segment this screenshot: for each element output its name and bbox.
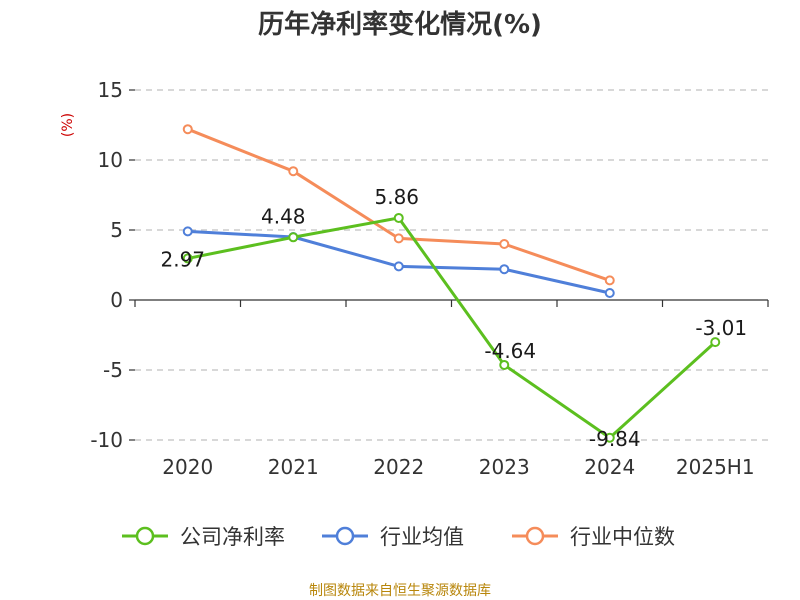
x-tick-label: 2024 <box>584 455 635 479</box>
data-point[interactable] <box>182 253 193 264</box>
data-labels: 2.97 4.48 5.86 -4.64 -9.84 -3.01 <box>160 185 747 451</box>
data-point[interactable] <box>288 232 299 243</box>
series-lines <box>182 124 721 443</box>
x-tick-label: 2022 <box>373 455 424 479</box>
x-tick-label: 2020 <box>162 455 213 479</box>
data-label: -3.01 <box>695 316 747 340</box>
legend[interactable]: 公司净利率 行业均值 行业中位数 <box>122 525 675 549</box>
data-point[interactable] <box>393 212 404 223</box>
data-point[interactable] <box>499 239 510 249</box>
y-axis-ticks: 15 10 5 0 -5 -10 <box>90 78 135 452</box>
data-label: -4.64 <box>484 339 536 363</box>
data-label: 5.86 <box>374 185 419 209</box>
data-label: 4.48 <box>261 204 306 228</box>
y-tick-label: 15 <box>98 78 123 102</box>
y-axis-unit: (%) <box>60 113 76 137</box>
series-line <box>187 216 717 440</box>
data-label: -9.84 <box>589 427 641 451</box>
y-tick-label: 10 <box>98 148 123 172</box>
legend-swatch-marker <box>525 526 545 546</box>
data-point[interactable] <box>182 124 193 135</box>
x-tick-label: 2023 <box>479 455 530 479</box>
y-tick-label: -5 <box>103 358 123 382</box>
source-note: 制图数据来自恒生聚源数据库 <box>309 583 491 599</box>
legend-swatch-marker <box>135 526 155 546</box>
legend-label: 公司净利率 <box>180 525 285 549</box>
data-point[interactable] <box>604 432 615 443</box>
legend-item[interactable]: 行业中位数 <box>512 525 675 549</box>
data-point[interactable] <box>393 261 404 272</box>
data-label: 2.97 <box>160 247 205 271</box>
data-point[interactable] <box>604 275 615 286</box>
y-tick-label: -10 <box>90 428 123 452</box>
data-point[interactable] <box>288 166 299 177</box>
x-axis: 2020 2021 2022 2023 2024 2025H1 <box>134 299 769 479</box>
data-point[interactable] <box>499 264 510 275</box>
chart-title: 历年净利率变化情况(%) <box>258 9 542 40</box>
data-point[interactable] <box>710 337 721 348</box>
data-point[interactable] <box>604 288 615 298</box>
grid-lines <box>135 89 768 441</box>
x-tick-label: 2021 <box>268 455 319 479</box>
legend-item[interactable]: 行业均值 <box>322 525 464 549</box>
data-point[interactable] <box>182 226 193 237</box>
y-tick-label: 5 <box>110 218 123 242</box>
y-tick-label: 0 <box>110 288 123 312</box>
legend-label: 行业均值 <box>380 525 464 549</box>
legend-swatch-marker <box>335 526 355 546</box>
x-tick-label: 2025H1 <box>676 455 755 479</box>
legend-label: 行业中位数 <box>570 525 675 549</box>
data-point[interactable] <box>499 359 510 370</box>
legend-item[interactable]: 公司净利率 <box>122 525 285 549</box>
data-point[interactable] <box>393 233 404 244</box>
